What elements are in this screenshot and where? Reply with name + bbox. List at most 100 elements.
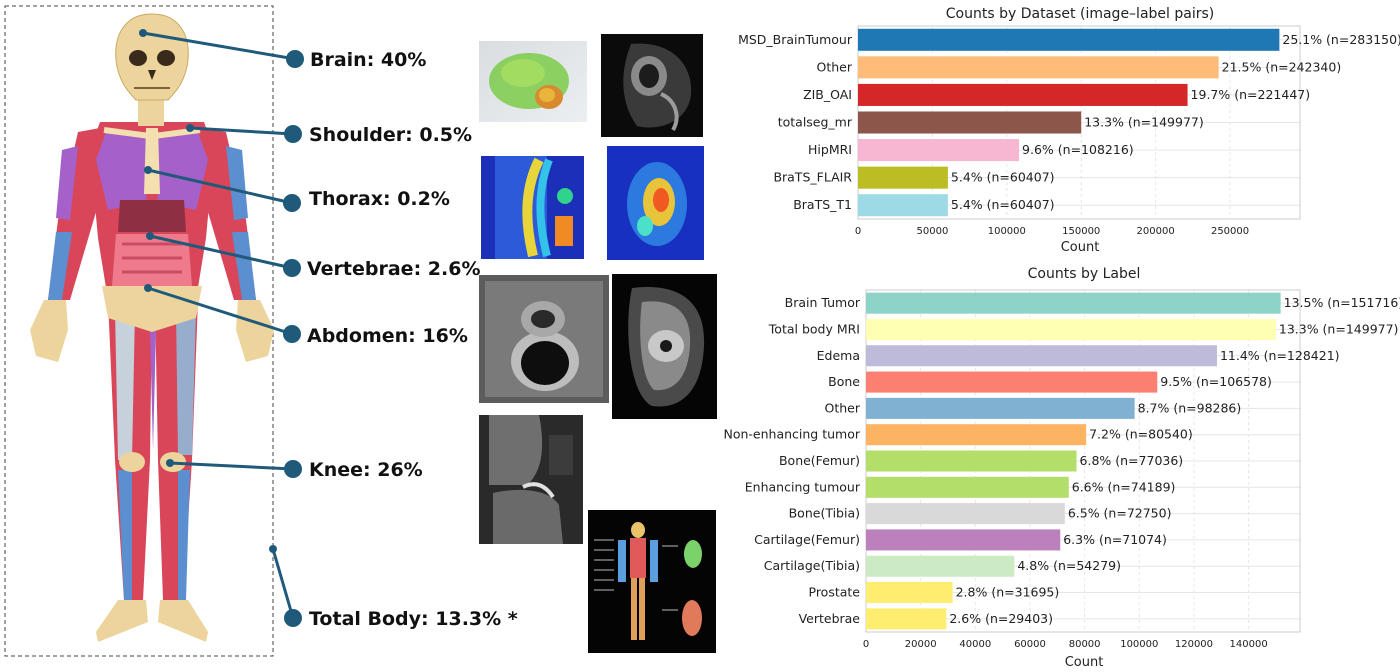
vertebrae-marker-dot [283,259,301,277]
shoulder-marker-dot [284,125,302,143]
dataset-x-tick-label: 50000 [917,226,949,237]
label-data-label: 11.4% (n=128421) [1220,348,1340,363]
dataset-data-label: 5.4% (n=60407) [951,197,1055,212]
abdomen-label: Abdomen: 16% [307,325,468,347]
thumb-pelvis-axial-mri [479,275,609,403]
label-category-label: Bone(Femur) [779,453,860,468]
thumb-spine-colormap [481,156,584,259]
label-data-label: 6.6% (n=74189) [1072,479,1176,494]
brain-marker-dot [286,50,304,68]
callout-total-body: Total Body: 13.3% * [269,545,518,630]
label-category-label: Enhancing tumour [745,479,861,494]
label-bar-bone [866,371,1158,393]
label-category-label: Edema [817,348,860,363]
callout-abdomen: Abdomen: 16% [144,284,468,347]
label-bar-bone-femur [866,450,1077,472]
dataset-data-label: 9.6% (n=108216) [1022,142,1134,157]
label-x-tick-label: 80000 [1069,639,1101,650]
dataset-category-label: HipMRI [808,142,852,157]
label-bar-bone-tibia [866,503,1065,525]
dataset-category-label: ZIB_OAI [803,87,852,102]
human-body-illustration [30,13,274,642]
brain-label: Brain: 40% [310,49,426,71]
callout-thorax: Thorax: 0.2% [144,166,450,212]
dataset-category-label: MSD_BrainTumour [738,32,853,47]
label-bar-enhancing-tumour [866,476,1069,498]
label-bar-cartilage-femur [866,529,1061,551]
label-bar-cartilage-tibia [866,555,1015,577]
thumb-total-body-atlas [588,510,716,653]
callout-shoulder: Shoulder: 0.5% [186,124,472,146]
label-count-chart: Counts by Label Count Brain Tumor 13.5% (… [724,266,1400,670]
label-data-label: 2.6% (n=29403) [949,611,1053,626]
dataset-bar-totalseg-mr [858,111,1082,134]
label-bar-edema [866,345,1217,367]
label-category-label: Bone [828,374,860,389]
dataset-x-tick-label: 100000 [988,226,1026,237]
label-chart-title: Counts by Label [1028,266,1141,282]
dataset-data-label: 25.1% (n=283150) [1282,32,1400,47]
label-category-label: Prostate [809,585,861,600]
dataset-x-axis-label: Count [1061,240,1100,255]
dataset-category-label: Other [817,59,853,74]
callout-vertebrae: Vertebrae: 2.6% [146,232,480,280]
label-x-axis-label: Count [1065,655,1104,670]
label-category-label: Other [825,400,861,415]
label-bar-non-enhancing-tumor [866,424,1087,446]
dataset-bar-hipmri [858,139,1020,162]
dataset-category-label: BraTS_T1 [793,197,852,212]
dataset-data-label: 5.4% (n=60407) [951,170,1055,185]
thumb-knee-sagittal-mri [479,415,583,544]
label-category-label: Cartilage(Femur) [754,532,860,547]
thorax-marker-dot [283,194,301,212]
label-data-label: 7.2% (n=80540) [1089,427,1193,442]
label-bar-vertebrae [866,608,947,630]
dataset-x-tick-label: 200000 [1137,226,1175,237]
dataset-chart-title: Counts by Dataset (image–label pairs) [946,6,1214,22]
abdomen-marker-dot [283,325,301,343]
label-data-label: 6.8% (n=77036) [1080,453,1184,468]
label-category-label: Vertebrae [799,611,861,626]
label-category-label: Non-enhancing tumor [724,427,861,442]
dataset-category-label: BraTS_FLAIR [773,170,852,185]
thumb-brain-3d-render [479,41,587,122]
total-body-label: Total Body: 13.3% * [309,608,518,630]
label-x-tick-label: 20000 [905,639,937,650]
label-bar-other [866,397,1135,419]
label-x-tick-label: 100000 [1120,639,1158,650]
shoulder-label: Shoulder: 0.5% [309,124,472,146]
label-data-label: 2.8% (n=31695) [956,585,1060,600]
dataset-x-tick-label: 150000 [1062,226,1100,237]
knee-marker-dot [284,460,302,478]
callout-knee: Knee: 26% [166,459,423,481]
callout-brain: Brain: 40% [139,29,426,71]
label-data-label: 13.5% (n=151716) [1284,295,1400,310]
dataset-category-label: totalseg_mr [778,115,853,130]
thumb-abdomen-axial-mri [612,274,717,419]
thorax-label: Thorax: 0.2% [309,188,450,210]
label-data-label: 6.5% (n=72750) [1068,506,1172,521]
label-category-label: Brain Tumor [785,295,861,310]
vertebrae-label: Vertebrae: 2.6% [307,258,480,280]
dataset-bar-brats-t1 [858,194,948,217]
label-category-label: Bone(Tibia) [789,506,860,521]
label-bar-brain-tumor [866,292,1281,314]
dataset-data-label: 21.5% (n=242340) [1222,59,1342,74]
dataset-data-label: 13.3% (n=149977) [1084,115,1204,130]
label-x-tick-label: 0 [863,639,869,650]
dataset-x-tick-label: 250000 [1211,226,1249,237]
label-x-tick-label: 140000 [1230,639,1268,650]
dataset-data-label: 19.7% (n=221447) [1191,87,1311,102]
label-bar-total-body-mri [866,318,1276,340]
thumb-thorax-colormap [607,146,704,260]
label-x-tick-label: 120000 [1175,639,1213,650]
label-data-label: 6.3% (n=71074) [1063,532,1167,547]
label-data-label: 8.7% (n=98286) [1138,400,1242,415]
knee-label: Knee: 26% [309,459,423,481]
anatomy-panel: Brain: 40% Shoulder: 0.5% Thorax: 0.2% V… [4,5,518,657]
dataset-bar-msd-braintumour [858,28,1280,51]
dataset-count-chart: Counts by Dataset (image–label pairs) Co… [738,6,1400,255]
label-data-label: 13.3% (n=149977) [1279,321,1399,336]
label-category-label: Cartilage(Tibia) [764,558,860,573]
thumb-shoulder-mri [601,34,703,137]
